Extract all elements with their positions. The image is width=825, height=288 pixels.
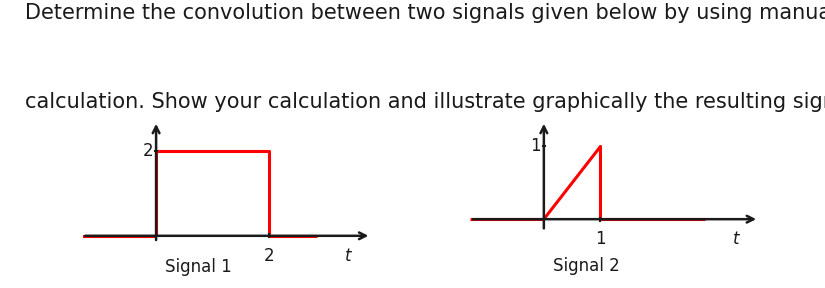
Text: Determine the convolution between two signals given below by using manual: Determine the convolution between two si… (25, 3, 825, 23)
Text: 2: 2 (264, 247, 275, 265)
Text: Signal 1: Signal 1 (165, 258, 232, 276)
Text: t: t (733, 230, 740, 248)
Text: t: t (346, 247, 352, 265)
Text: 2: 2 (143, 142, 153, 160)
Text: 1: 1 (530, 137, 540, 156)
Text: 1: 1 (595, 230, 606, 248)
Text: Signal 2: Signal 2 (553, 257, 620, 275)
Text: calculation. Show your calculation and illustrate graphically the resulting sign: calculation. Show your calculation and i… (25, 92, 825, 112)
